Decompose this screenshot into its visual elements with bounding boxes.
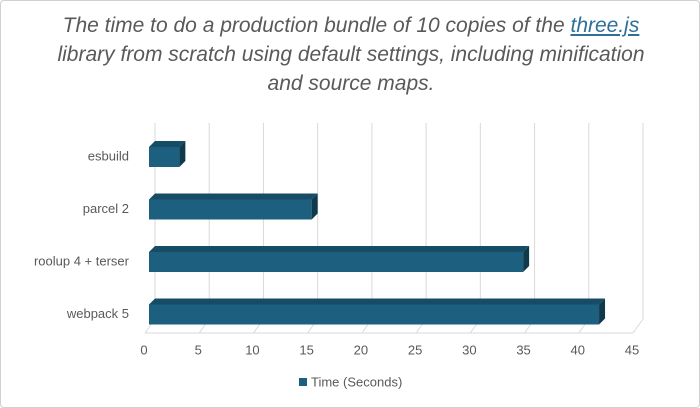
bar (149, 298, 606, 325)
x-tick-label: 15 (299, 342, 313, 357)
bar-front (149, 252, 524, 272)
bar-top (149, 246, 530, 252)
bar-front (149, 147, 180, 167)
y-tick-label: webpack 5 (66, 306, 129, 321)
bar-top (149, 298, 606, 305)
bar (149, 141, 186, 167)
bar (149, 193, 318, 220)
bar-front (149, 304, 600, 325)
x-tick-label: 40 (571, 342, 585, 357)
bar-side (599, 298, 606, 325)
x-tick-label: 0 (140, 342, 147, 357)
title-text: library from scratch using default setti… (57, 43, 645, 95)
chart-title: The time to do a production bundle of 10… (51, 11, 651, 98)
y-tick-label: roolup 4 + terser (34, 253, 130, 268)
x-tick-label: 20 (354, 342, 368, 357)
bar-top (149, 141, 186, 147)
bar-side (311, 193, 318, 220)
grid-line (632, 123, 644, 334)
y-tick-label: parcel 2 (83, 201, 129, 216)
y-tick-label: esbuild (88, 148, 129, 163)
x-tick-label: 45 (625, 342, 639, 357)
bar-top (149, 193, 318, 200)
x-tick-label: 5 (195, 342, 202, 357)
title-text: The time to do a production bundle of 10… (62, 14, 565, 37)
x-tick-label: 30 (462, 342, 476, 357)
x-tick-label: 25 (408, 342, 422, 357)
legend-label: Time (Seconds) (311, 374, 402, 389)
legend-swatch (299, 378, 307, 386)
title-link[interactable]: three.js (570, 14, 640, 37)
bar-side (523, 246, 530, 272)
x-tick-label: 35 (516, 342, 530, 357)
x-tick-label: 10 (245, 342, 259, 357)
bar-front (149, 199, 312, 220)
bar-side (179, 141, 186, 167)
bar (149, 246, 530, 272)
